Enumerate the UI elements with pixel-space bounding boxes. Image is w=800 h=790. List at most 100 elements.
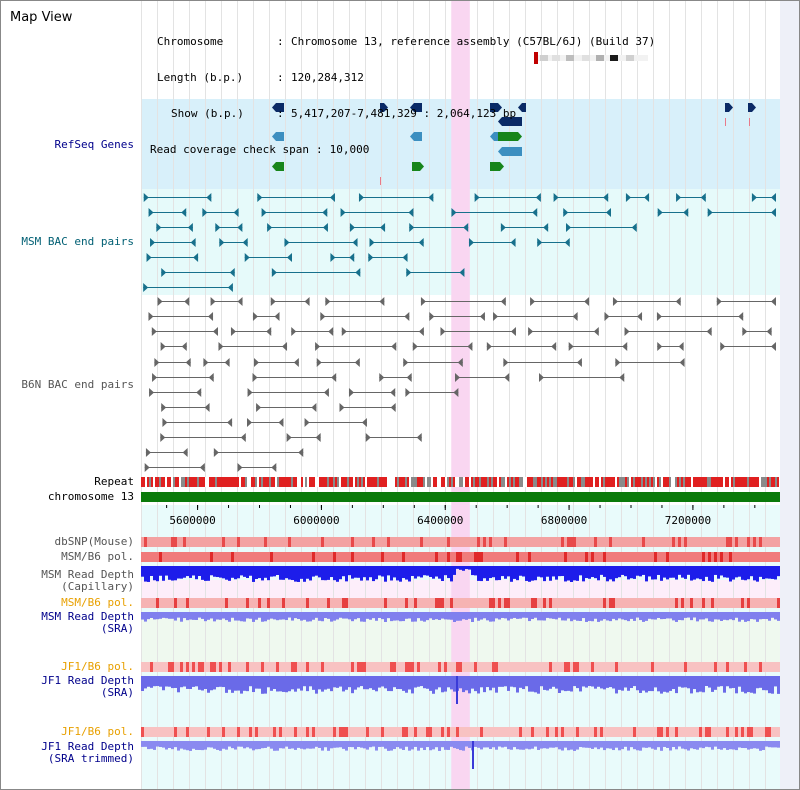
msm-bac-pair-end [148,208,154,217]
jf1-b6-pol-heat [489,662,492,672]
msm-read-depth-capillary [528,566,531,582]
msm-read-depth-sra [375,612,378,621]
msm-b6-pol-heat [771,552,774,562]
jf1-read-depth-sra [483,676,486,693]
repeat-segment [747,477,749,487]
msm-b6-pol-heat [699,552,702,562]
jf1-read-depth-trimmed [513,741,516,748]
repeat-segment [163,477,165,487]
jf1-b6-pol-heat [450,662,453,672]
msm-b6-pol-heat [243,552,246,562]
jf1-b6-pol-heat-2 [555,727,558,737]
jf1-b6-pol-heat [333,662,336,672]
msm-read-depth-sra [729,612,732,620]
msm-read-depth-capillary [765,566,768,579]
msm-b6-pol-heat [168,552,171,562]
jf1-read-depth-trimmed [408,741,411,751]
axis-tick-label: 6800000 [541,514,587,527]
dbsnp-heat [567,537,570,547]
repeat-segment [537,477,539,487]
jf1-b6-pol-heat [411,662,414,672]
msm-read-depth-sra [270,612,273,619]
jf1-read-depth-trimmed [288,741,291,749]
msm-b6-pol-heat [219,552,222,562]
msm-b6-pol-heat [183,552,186,562]
msm-b6-pol-heat-2 [696,598,699,608]
msm-read-depth-sra [312,612,315,620]
repeat-segment [637,477,639,487]
b6n-bac-pair-end [311,403,317,412]
msm-read-depth-capillary [708,566,711,581]
repeat-segment [159,477,161,487]
jf1-read-depth-trimmed [507,741,510,750]
jf1-b6-pol-heat [705,662,708,672]
repeat-segment [421,477,423,487]
dbsnp-heat [729,537,732,547]
jf1-b6-pol-heat-2 [198,727,201,737]
jf1-b6-pol-heat [153,662,156,672]
jf1-b6-pol-heat [765,662,768,672]
jf1-b6-pol-heat-2 [639,727,642,737]
repeat-segment [525,477,527,487]
repeat-segment [399,477,401,487]
repeat-segment [651,477,653,487]
jf1-b6-pol-heat [594,662,597,672]
msm-b6-pol-heat-2 [642,598,645,608]
jf1-b6-pol-heat-2 [324,727,327,737]
dbsnp-heat [510,537,513,547]
jf1-b6-pol-heat [678,662,681,672]
jf1-b6-pol-heat-2 [357,727,360,737]
repeat-segment [565,477,567,487]
msm-read-depth-sra [159,612,162,619]
refseq-marker [380,177,381,185]
dbsnp-heat [696,537,699,547]
msm-read-depth-sra [741,612,744,620]
msm-read-depth-sra [777,612,780,621]
msm-read-depth-sra [276,612,279,621]
jf1-read-depth-sra [432,676,435,694]
jf1-read-depth-trimmed [597,741,600,750]
msm-b6-pol-heat [411,552,414,562]
msm-b6-pol-heat [216,552,219,562]
msm-b6-pol-heat [147,552,150,562]
repeat-segment [315,477,317,487]
refseq-gene [272,162,284,171]
msm-read-depth-sra [264,612,267,622]
jf1-b6-pol-heat [639,662,642,672]
dbsnp-heat [387,537,390,547]
msm-read-depth-sra [357,612,360,619]
msm-bac-pair-end [215,223,221,232]
jf1-read-depth-sra [288,676,291,692]
jf1-read-depth-sra [741,676,744,692]
msm-b6-pol-heat [516,552,519,562]
dbsnp-heat [738,537,741,547]
b6n-bac-pair-end [615,358,621,367]
jf1-read-depth-trimmed [531,741,534,749]
jf1-b6-pol-heat [201,662,204,672]
repeat-segment [665,477,667,487]
msm-b6-pol-heat [315,552,318,562]
repeat-segment [577,477,579,487]
jf1-read-depth-trimmed [540,741,543,749]
msm-b6-pol-heat-2 [192,598,195,608]
axis-tick-label: 6400000 [417,514,463,527]
b6n-bac-pair-end [742,327,748,336]
dbsnp-heat [261,537,264,547]
b6n-bac-pair-end [593,327,599,336]
jf1-b6-pol-heat [717,662,720,672]
jf1-b6-pol-heat [348,662,351,672]
dbsnp-heat [765,537,768,547]
jf1-b6-pol-heat-2 [231,727,234,737]
vertical-scroll-strip[interactable] [780,0,800,790]
chromosome-ideogram[interactable] [530,52,652,64]
jf1-read-depth-sra [645,676,648,693]
jf1-read-depth-sra [537,676,540,694]
msm-b6-pol-heat [687,552,690,562]
msm-b6-pol-heat-2 [702,598,705,608]
jf1-b6-pol-heat [618,662,621,672]
jf1-read-depth-trimmed [627,741,630,751]
msm-read-depth-sra [162,612,165,618]
repeat-segment [777,477,779,487]
msm-read-depth-sra [735,612,738,618]
